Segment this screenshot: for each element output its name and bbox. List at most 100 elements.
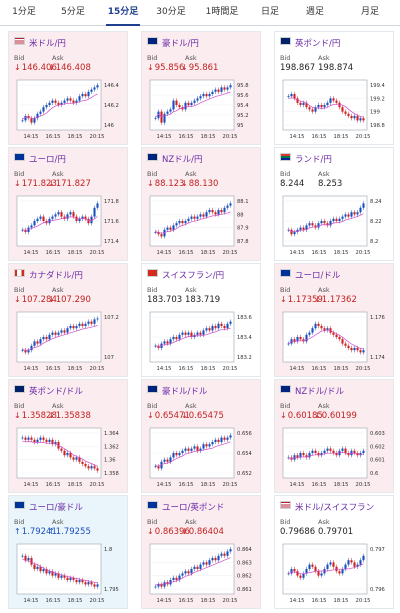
tab-1hour[interactable]: 1時間足 (205, 7, 239, 17)
candle-body (296, 571, 299, 576)
tab-15min[interactable]: 15分足 (98, 0, 148, 26)
pair-title[interactable]: スイスフラン/円 (147, 269, 224, 282)
ask-label: Ask (318, 170, 330, 178)
candle-body (202, 444, 205, 449)
pair-title[interactable]: ランド/円 (280, 153, 332, 166)
pair-title[interactable]: 米ドル/円 (14, 37, 66, 50)
x-tick-label: 14:15 (24, 250, 39, 256)
candlestick-chart[interactable]: 0.797 0.796 14:15 16:15 18:15 20:15 (279, 540, 391, 606)
x-tick-label: 14:15 (24, 366, 39, 372)
chart-svg: 146.4 146.2 146 14:15 16:15 18:15 20:15 (16, 79, 120, 140)
pair-title[interactable]: 英ポンド/円 (280, 37, 340, 50)
x-tick-label: 14:15 (157, 366, 172, 372)
pair-title[interactable]: ユーロ/豪ドル (14, 501, 83, 514)
candle-body (205, 444, 208, 447)
ask-value: 183.719 (185, 295, 221, 305)
candlestick-chart[interactable]: 1.176 1.174 14:15 16:15 18:15 20:15 (279, 308, 391, 374)
candlestick-chart[interactable]: 107.2 107 14:15 16:15 18:15 20:15 (13, 308, 125, 374)
currency-card[interactable]: カナダドル/円 Bid Ask ↓107.284 ↓107.290 107.2 107 14:… (8, 263, 128, 377)
candlestick-chart[interactable]: 0.603 0.602 0.601 0.6 14:15 16:15 18:15 20:15 (279, 424, 391, 490)
candle-body (217, 439, 220, 442)
currency-card[interactable]: 米ドル/スイスフラン Bid Ask 0.79686 0.79701 0.797 0.796… (274, 495, 394, 609)
pair-title[interactable]: 豪ドル/円 (147, 37, 199, 50)
currency-card[interactable]: スイスフラン/円 Bid Ask 183.703 183.719 183.6 183.4 18… (141, 263, 261, 377)
pair-title[interactable]: 豪ドル/ドル (147, 385, 207, 398)
x-tick-label: 16:15 (46, 250, 61, 256)
currency-card[interactable]: ユーロ/ドル Bid Ask ↓1.17359 ↓1.17362 1.176 1.174 14… (274, 263, 394, 377)
candlestick-chart[interactable]: 1.364 1.362 1.36 1.358 14:15 16:15 18:15 20:15 (13, 424, 125, 490)
candlestick-chart[interactable]: 0.864 0.863 0.862 0.861 14:15 16:15 18:15 20:15 (146, 540, 258, 606)
candle-body (60, 575, 63, 578)
candle-body (45, 569, 48, 574)
plot-area (149, 195, 235, 247)
candle-body (314, 450, 317, 453)
candle-body (317, 223, 320, 228)
candlestick-chart[interactable]: 88.1 88 87.9 87.8 14:15 16:15 18:15 20:15 (146, 192, 258, 258)
candle-body (341, 107, 344, 112)
candle-body (69, 326, 72, 329)
ask-label: Ask (318, 518, 330, 526)
tab-weekly[interactable]: 週足 (305, 7, 324, 17)
pair-title[interactable]: NZドル/円 (147, 153, 203, 166)
pair-title[interactable]: ユーロ/ドル (280, 269, 340, 282)
tab-daily[interactable]: 日足 (260, 7, 279, 17)
candlestick-chart[interactable]: 1.8 1.795 14:15 16:15 18:15 20:15 (13, 540, 125, 606)
candle-body (169, 227, 172, 230)
pair-title[interactable]: 米ドル/スイスフラン (280, 501, 374, 514)
candle-body (208, 94, 211, 97)
currency-card[interactable]: 英ポンド/ドル Bid Ask ↓1.35828 ↓1.35838 1.364 1.362 1… (8, 379, 128, 493)
bid-value: 0.79686 (280, 527, 316, 537)
currency-card[interactable]: ユーロ/英ポンド Bid Ask ↓0.86396 ↓0.86404 0.864 0.863… (141, 495, 261, 609)
x-tick-label: 16:15 (312, 250, 327, 256)
candle-body (66, 577, 69, 580)
candle-body (350, 450, 353, 456)
pair-title[interactable]: ユーロ/円 (14, 153, 66, 166)
ask-label: Ask (52, 402, 64, 410)
candle-body (48, 334, 51, 340)
au-flag-icon (147, 385, 158, 393)
currency-card[interactable]: 英ポンド/円 Bid Ask 198.867 198.874 199.4 199.2 199 1… (274, 31, 394, 145)
x-tick-label: 14:15 (290, 366, 305, 372)
candle-body (196, 216, 199, 219)
chart-svg: 88.1 88 87.9 87.8 14:15 16:15 18:15 20:15 (149, 195, 249, 256)
x-tick-label: 14:15 (157, 250, 172, 256)
ch-flag-icon (147, 269, 158, 277)
candle-body (93, 584, 96, 587)
candle-body (202, 330, 205, 335)
candle-body (54, 573, 57, 576)
tab-1min[interactable]: 1分足 (12, 7, 36, 17)
candle-body (229, 435, 232, 438)
currency-card[interactable]: 豪ドル/円 Bid Ask ↓95.856 ↓95.861 95.8 95.6 95.4 95.… (141, 31, 261, 145)
moving-average-line (22, 558, 98, 584)
pair-title[interactable]: NZドル/ドル (280, 385, 344, 398)
y-tick-label: 0.603 (370, 431, 385, 437)
candlestick-chart[interactable]: 199.4 199.2 199 198.8 14:15 16:15 18:15 20:15 (279, 76, 391, 142)
pair-title[interactable]: カナダドル/円 (14, 269, 83, 282)
pair-name: カナダドル/円 (29, 271, 83, 281)
candlestick-chart[interactable]: 8.24 8.22 8.2 14:15 16:15 18:15 20:15 (279, 192, 391, 258)
nz-flag-icon (280, 385, 291, 393)
tab-30min[interactable]: 30分足 (156, 7, 186, 17)
currency-card[interactable]: ユーロ/豪ドル Bid Ask ↑1.79241 ↑1.79255 1.8 1.795 14:… (8, 495, 128, 609)
pair-title[interactable]: ユーロ/英ポンド (147, 501, 224, 514)
candlestick-chart[interactable]: 95.8 95.6 95.4 95.2 95 14:15 16:15 18:15 20:15 (146, 76, 258, 142)
tab-5min[interactable]: 5分足 (61, 7, 85, 17)
candlestick-chart[interactable]: 183.6 183.4 183.2 14:15 16:15 18:15 20:15 (146, 308, 258, 374)
candlestick-chart[interactable]: 0.656 0.654 0.652 14:15 16:15 18:15 20:15 (146, 424, 258, 490)
currency-card[interactable]: NZドル/円 Bid Ask ↓88.123 ↓88.130 88.1 88 87.9 87.8… (141, 147, 261, 261)
tab-monthly[interactable]: 月足 (360, 7, 379, 17)
currency-card[interactable]: ランド/円 Bid Ask 8.244 8.253 8.24 8.22 8.2 14:15 16:… (274, 147, 394, 261)
candlestick-chart[interactable]: 171.8 171.6 171.4 14:15 16:15 18:15 20:15 (13, 192, 125, 258)
pair-title[interactable]: 英ポンド/ドル (14, 385, 83, 398)
ask-value: ↓95.861 (181, 63, 219, 73)
candle-body (72, 100, 75, 103)
currency-card[interactable]: ユーロ/円 Bid Ask ↓171.823 ↓171.827 171.8 171.6 171… (8, 147, 128, 261)
currency-card[interactable]: 豪ドル/ドル Bid Ask ↓0.65471 ↓0.65475 0.656 0.654 0.… (141, 379, 261, 493)
currency-card[interactable]: NZドル/ドル Bid Ask ↓0.60185 ↓0.60199 0.603 0.602 0… (274, 379, 394, 493)
candle-body (293, 94, 296, 99)
currency-card[interactable]: 米ドル/円 Bid Ask ↓146.406 ↓146.408 146.4 146.2 146… (8, 31, 128, 145)
candlestick-chart[interactable]: 146.4 146.2 146 14:15 16:15 18:15 20:15 (13, 76, 125, 142)
chart-svg: 8.24 8.22 8.2 14:15 16:15 18:15 20:15 (282, 195, 382, 256)
y-tick-label: 199 (370, 110, 380, 116)
y-tick-label: 95.8 (237, 83, 249, 89)
